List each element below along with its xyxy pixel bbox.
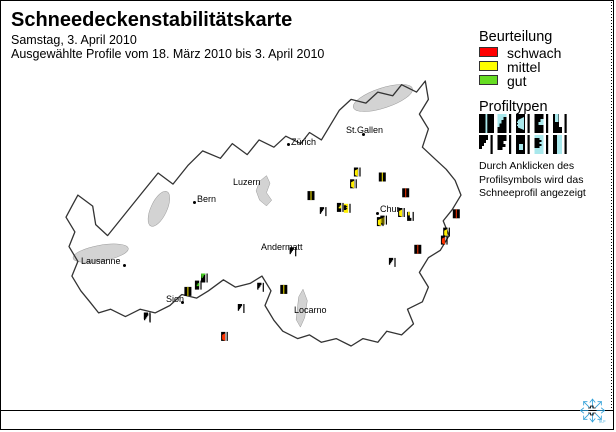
svg-text:SLF: SLF [599, 419, 607, 423]
